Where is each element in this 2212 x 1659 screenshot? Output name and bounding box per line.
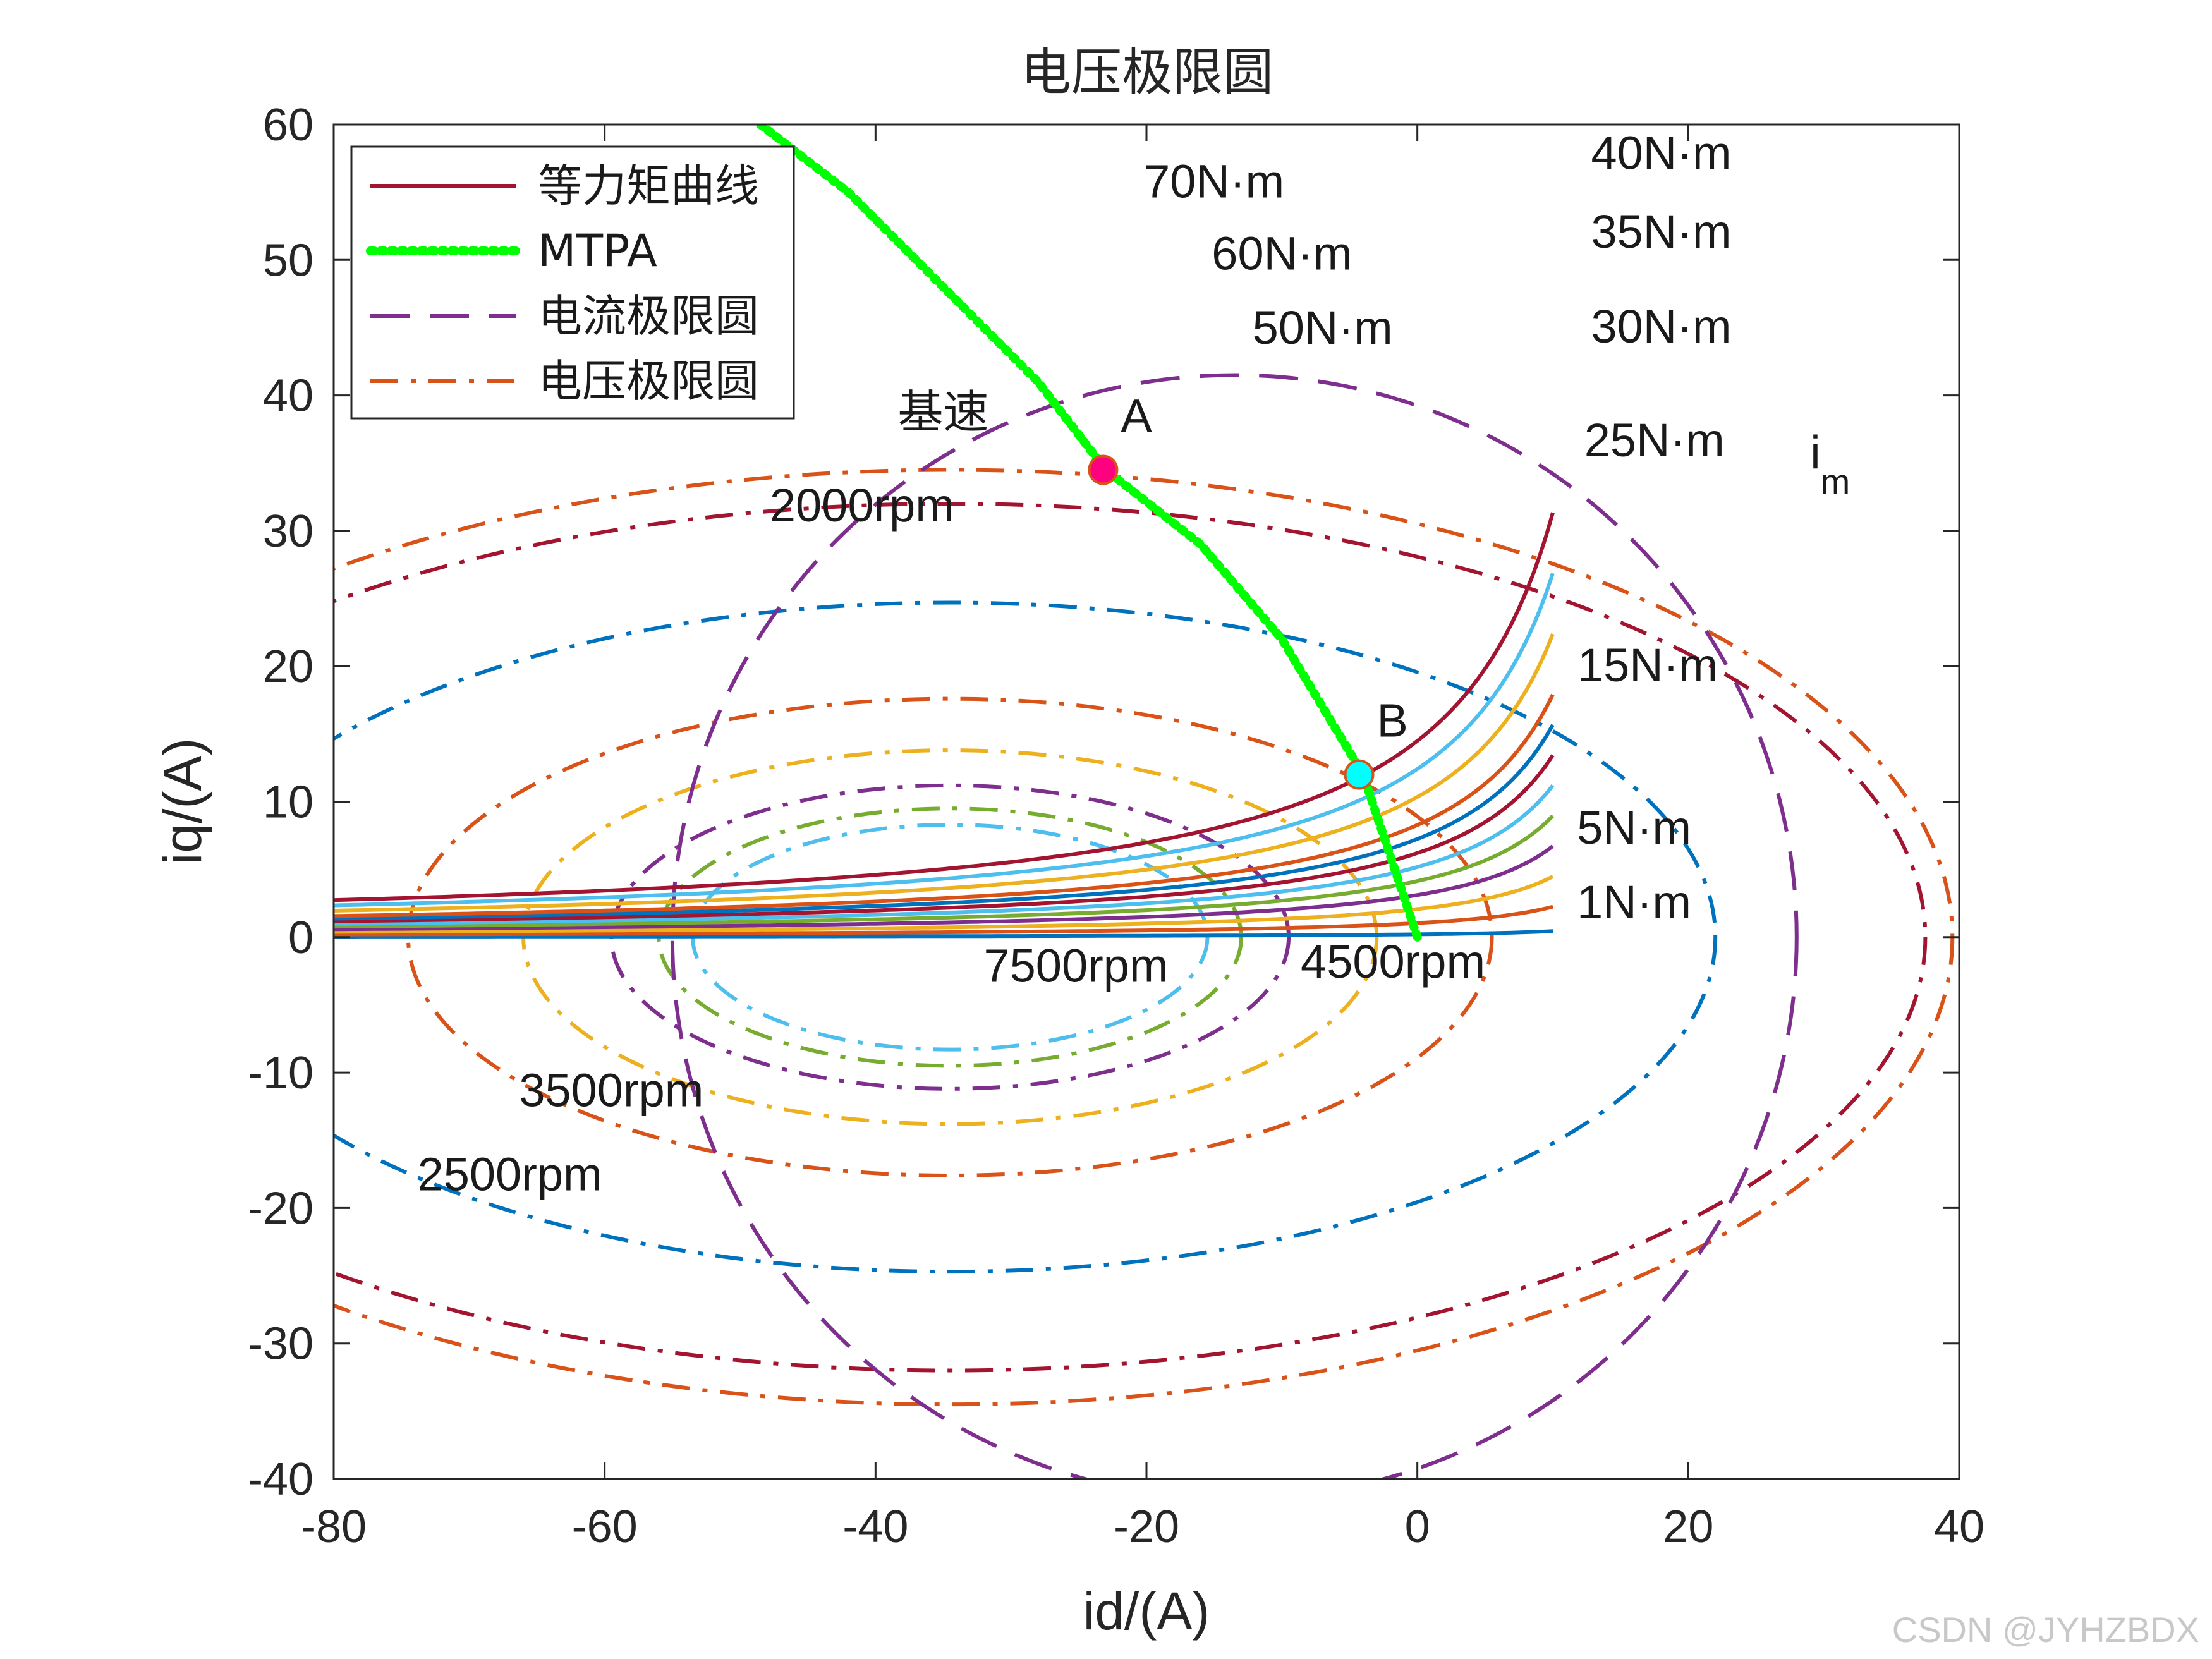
legend-label-电流极限圆: 电流极限圆 bbox=[538, 290, 759, 342]
y-tick-label: -10 bbox=[248, 1048, 313, 1098]
chart-title: 电压极限圆 bbox=[1021, 43, 1273, 102]
voltage-limit-ellipse-2000rpm-1 bbox=[334, 502, 1927, 1373]
legend-label-MTPA: MTPA bbox=[538, 225, 657, 277]
annotation-7500rpm: 7500rpm bbox=[984, 940, 1169, 992]
annotation-2000rpm: 2000rpm bbox=[770, 479, 954, 532]
operating-point-B bbox=[1344, 759, 1375, 790]
y-tick-label: -40 bbox=[248, 1454, 313, 1505]
annotation-base-speed: 基速 bbox=[897, 386, 988, 439]
torque-curve-35N·m bbox=[334, 724, 1555, 921]
annotation-4500rpm: 4500rpm bbox=[1301, 935, 1485, 988]
annotation-60N·m: 60N·m bbox=[1212, 227, 1352, 279]
voltage-limit-ellipse-3500rpm-3 bbox=[406, 696, 1494, 1177]
torque-curve-25N·m bbox=[334, 784, 1555, 926]
annotation-15N·m: 15N·m bbox=[1577, 639, 1718, 691]
torque-curve-1N·m bbox=[334, 929, 1553, 939]
annotation-30N·m: 30N·m bbox=[1591, 300, 1731, 353]
y-tick-label: 30 bbox=[263, 506, 313, 557]
annotation-70N·m: 70N·m bbox=[1144, 155, 1284, 208]
y-tick-label: 20 bbox=[263, 641, 313, 692]
annotation-3500rpm: 3500rpm bbox=[519, 1064, 703, 1117]
x-tick-label: -40 bbox=[842, 1502, 908, 1552]
torque-curve-10N·m bbox=[334, 875, 1554, 934]
current-limit-circle bbox=[671, 373, 1799, 1479]
torque-curve-60N·m bbox=[334, 573, 1555, 908]
annotation-35N·m: 35N·m bbox=[1591, 205, 1731, 258]
annotation-50N·m: 50N·m bbox=[1253, 301, 1393, 354]
x-tick-label: 20 bbox=[1663, 1502, 1713, 1552]
x-tick-label: 40 bbox=[1934, 1502, 1984, 1552]
annotation-40N·m: 40N·m bbox=[1591, 127, 1731, 179]
torque-curve-50N·m bbox=[334, 633, 1555, 913]
annotation-25N·m: 25N·m bbox=[1584, 414, 1725, 466]
y-tick-label: 60 bbox=[263, 100, 313, 150]
torque-curve-20N·m bbox=[334, 814, 1555, 929]
y-tick-label: -20 bbox=[248, 1183, 313, 1234]
x-tick-label: -80 bbox=[301, 1502, 367, 1552]
y-axis-label: iq/(A) bbox=[153, 738, 212, 865]
operating-point-label-A: A bbox=[1121, 389, 1152, 442]
y-tick-label: 0 bbox=[288, 913, 313, 963]
voltage-limit-ellipse-2500rpm-2 bbox=[334, 600, 1717, 1273]
x-axis-label: id/(A) bbox=[1083, 1581, 1210, 1641]
legend-box bbox=[350, 145, 795, 420]
watermark: CSDN @JYHZBDX bbox=[1892, 1610, 2199, 1650]
y-tick-label: -30 bbox=[248, 1319, 313, 1370]
x-tick-label: -60 bbox=[572, 1502, 638, 1552]
operating-point-label-B: B bbox=[1377, 695, 1408, 747]
operating-point-A bbox=[1088, 454, 1119, 485]
axes-layer: -80 -60 -40 -20 0 20 40 -40 -30 -20 -10 0 10 20 30 40 50… bbox=[248, 100, 1984, 1552]
torque-curve-40N·m bbox=[334, 693, 1555, 918]
torque-curve-15N·m bbox=[334, 844, 1554, 932]
legend-label-电压极限圆: 电压极限圆 bbox=[538, 355, 759, 407]
annotation-5N·m: 5N·m bbox=[1577, 801, 1691, 854]
torque-curve-5N·m bbox=[334, 904, 1553, 937]
x-tick-label: 0 bbox=[1405, 1502, 1430, 1552]
y-tick-label: 50 bbox=[263, 235, 313, 286]
x-tick-label: -20 bbox=[1114, 1502, 1179, 1552]
torque-curve-30N·m bbox=[334, 754, 1555, 923]
y-tick-label: 10 bbox=[263, 777, 313, 828]
y-tick-label: 40 bbox=[263, 371, 313, 422]
annotation-1N·m: 1N·m bbox=[1577, 876, 1691, 928]
annotation-2500rpm: 2500rpm bbox=[418, 1148, 602, 1201]
annotation-im-subscript: m bbox=[1821, 461, 1850, 501]
legend-label-等力矩曲线: 等力矩曲线 bbox=[538, 160, 759, 212]
